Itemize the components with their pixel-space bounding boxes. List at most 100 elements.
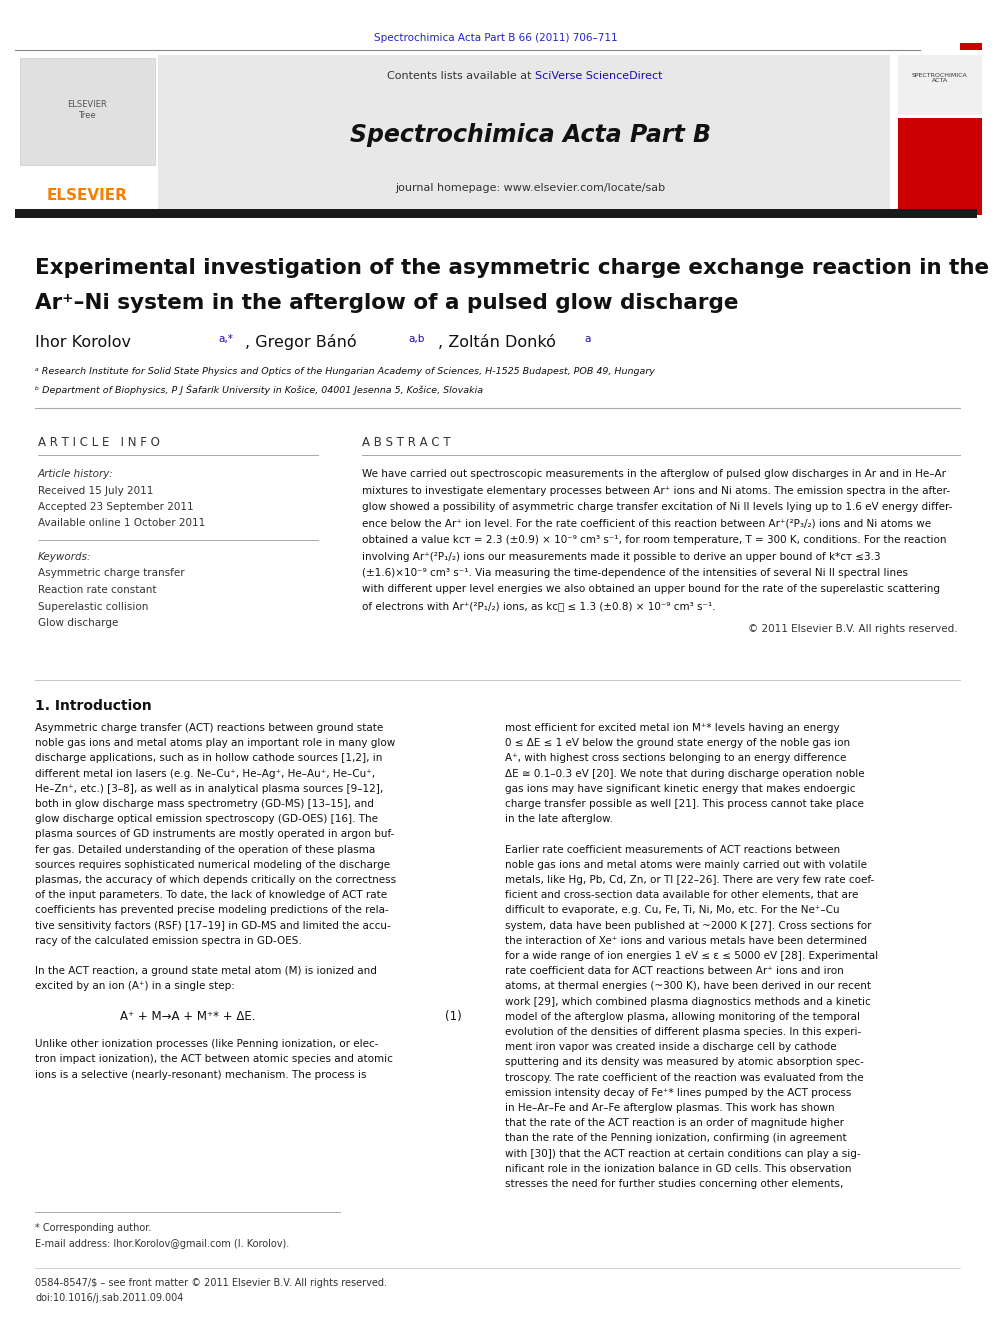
Text: rate coefficient data for ACT reactions between Ar⁺ ions and iron: rate coefficient data for ACT reactions … xyxy=(505,966,844,976)
Text: involving Ar⁺(²P₁/₂) ions our measurements made it possible to derive an upper b: involving Ar⁺(²P₁/₂) ions our measuremen… xyxy=(362,552,881,561)
Text: , Gregor Bánó: , Gregor Bánó xyxy=(245,333,362,351)
Text: work [29], which combined plasma diagnostics methods and a kinetic: work [29], which combined plasma diagnos… xyxy=(505,996,871,1007)
Text: Ihor Korolov: Ihor Korolov xyxy=(35,335,136,349)
Text: sources requires sophisticated numerical modeling of the discharge: sources requires sophisticated numerical… xyxy=(35,860,390,869)
Text: 0584-8547/$ – see front matter © 2011 Elsevier B.V. All rights reserved.: 0584-8547/$ – see front matter © 2011 El… xyxy=(35,1278,387,1289)
Text: Keywords:: Keywords: xyxy=(38,552,91,562)
Text: Experimental investigation of the asymmetric charge exchange reaction in the: Experimental investigation of the asymme… xyxy=(35,258,989,278)
Text: 1. Introduction: 1. Introduction xyxy=(35,699,152,713)
Text: than the rate of the Penning ionization, confirming (in agreement: than the rate of the Penning ionization,… xyxy=(505,1134,846,1143)
Text: evolution of the densities of different plasma species. In this experi-: evolution of the densities of different … xyxy=(505,1027,861,1037)
Text: with [30]) that the ACT reaction at certain conditions can play a sig-: with [30]) that the ACT reaction at cert… xyxy=(505,1148,861,1159)
Text: doi:10.1016/j.sab.2011.09.004: doi:10.1016/j.sab.2011.09.004 xyxy=(35,1293,184,1303)
Text: noble gas ions and metal atoms play an important role in many glow: noble gas ions and metal atoms play an i… xyxy=(35,738,395,749)
Bar xyxy=(15,56,890,216)
Bar xyxy=(20,58,155,165)
Text: different metal ion lasers (e.g. Ne–Cu⁺, He–Ag⁺, He–Au⁺, He–Cu⁺,: different metal ion lasers (e.g. Ne–Cu⁺,… xyxy=(35,769,375,779)
Text: Contents lists available at: Contents lists available at xyxy=(387,71,535,81)
Text: A R T I C L E   I N F O: A R T I C L E I N F O xyxy=(38,437,160,450)
Text: He–Zn⁺, etc.) [3–8], as well as in analytical plasma sources [9–12],: He–Zn⁺, etc.) [3–8], as well as in analy… xyxy=(35,783,383,794)
Text: journal homepage: www.elsevier.com/locate/sab: journal homepage: www.elsevier.com/locat… xyxy=(395,183,665,193)
Text: Spectrochimica Acta Part B 66 (2011) 706–711: Spectrochimica Acta Part B 66 (2011) 706… xyxy=(374,33,618,44)
Text: Earlier rate coefficient measurements of ACT reactions between: Earlier rate coefficient measurements of… xyxy=(505,844,840,855)
Text: plasmas, the accuracy of which depends critically on the correctness: plasmas, the accuracy of which depends c… xyxy=(35,875,396,885)
Text: emission intensity decay of Fe⁺* lines pumped by the ACT process: emission intensity decay of Fe⁺* lines p… xyxy=(505,1088,851,1098)
Text: a: a xyxy=(584,333,590,344)
Text: sputtering and its density was measured by atomic absorption spec-: sputtering and its density was measured … xyxy=(505,1057,864,1068)
Text: A⁺, with highest cross sections belonging to an energy difference: A⁺, with highest cross sections belongin… xyxy=(505,753,846,763)
Text: tive sensitivity factors (RSF) [17–19] in GD-MS and limited the accu-: tive sensitivity factors (RSF) [17–19] i… xyxy=(35,921,391,930)
Text: glow showed a possibility of asymmetric charge transfer excitation of Ni II leve: glow showed a possibility of asymmetric … xyxy=(362,501,952,512)
Text: Ar⁺–Ni system in the afterglow of a pulsed glow discharge: Ar⁺–Ni system in the afterglow of a puls… xyxy=(35,292,738,314)
Bar xyxy=(960,44,982,50)
Text: A B S T R A C T: A B S T R A C T xyxy=(362,437,450,450)
Text: obtained a value kᴄᴛ = 2.3 (±0.9) × 10⁻⁹ cm³ s⁻¹, for room temperature, T = 300 : obtained a value kᴄᴛ = 2.3 (±0.9) × 10⁻⁹… xyxy=(362,534,946,545)
Text: both in glow discharge mass spectrometry (GD-MS) [13–15], and: both in glow discharge mass spectrometry… xyxy=(35,799,374,808)
Text: racy of the calculated emission spectra in GD-OES.: racy of the calculated emission spectra … xyxy=(35,935,302,946)
Text: glow discharge optical emission spectroscopy (GD-OES) [16]. The: glow discharge optical emission spectros… xyxy=(35,814,378,824)
Text: stresses the need for further studies concerning other elements,: stresses the need for further studies co… xyxy=(505,1179,843,1189)
Text: ment iron vapor was created inside a discharge cell by cathode: ment iron vapor was created inside a dis… xyxy=(505,1043,836,1052)
Text: (±1.6)×10⁻⁹ cm³ s⁻¹. Via measuring the time-dependence of the intensities of sev: (±1.6)×10⁻⁹ cm³ s⁻¹. Via measuring the t… xyxy=(362,568,908,578)
Text: Glow discharge: Glow discharge xyxy=(38,618,118,628)
Text: SciVerse ScienceDirect: SciVerse ScienceDirect xyxy=(535,71,663,81)
Text: plasma sources of GD instruments are mostly operated in argon buf-: plasma sources of GD instruments are mos… xyxy=(35,830,395,839)
Text: metals, like Hg, Pb, Cd, Zn, or Tl [22–26]. There are very few rate coef-: metals, like Hg, Pb, Cd, Zn, or Tl [22–2… xyxy=(505,875,874,885)
Text: tron impact ionization), the ACT between atomic species and atomic: tron impact ionization), the ACT between… xyxy=(35,1054,393,1065)
Text: most efficient for excited metal ion M⁺* levels having an energy: most efficient for excited metal ion M⁺*… xyxy=(505,722,839,733)
Text: ᵃ Research Institute for Solid State Physics and Optics of the Hungarian Academy: ᵃ Research Institute for Solid State Phy… xyxy=(35,368,655,377)
Text: discharge applications, such as in hollow cathode sources [1,2], in: discharge applications, such as in hollo… xyxy=(35,753,382,763)
Text: excited by an ion (A⁺) in a single step:: excited by an ion (A⁺) in a single step: xyxy=(35,982,235,991)
Bar xyxy=(898,118,982,216)
Text: Accepted 23 September 2011: Accepted 23 September 2011 xyxy=(38,501,193,512)
Text: ence below the Ar⁺ ion level. For the rate coefficient of this reaction between : ence below the Ar⁺ ion level. For the ra… xyxy=(362,519,931,528)
Text: Spectrochimica Acta Part B: Spectrochimica Acta Part B xyxy=(349,123,710,147)
Text: ions is a selective (nearly-resonant) mechanism. The process is: ions is a selective (nearly-resonant) me… xyxy=(35,1069,366,1080)
Text: Article history:: Article history: xyxy=(38,468,114,479)
Text: ᵇ Department of Biophysics, P J Šafarík University in Košice, 04001 Jesenna 5, K: ᵇ Department of Biophysics, P J Šafarík … xyxy=(35,385,483,396)
Text: gas ions may have significant kinetic energy that makes endoergic: gas ions may have significant kinetic en… xyxy=(505,783,855,794)
Text: Asymmetric charge transfer (ACT) reactions between ground state: Asymmetric charge transfer (ACT) reactio… xyxy=(35,722,383,733)
Text: 0 ≤ ΔE ≤ 1 eV below the ground state energy of the noble gas ion: 0 ≤ ΔE ≤ 1 eV below the ground state ene… xyxy=(505,738,850,749)
Text: difficult to evaporate, e.g. Cu, Fe, Ti, Ni, Mo, etc. For the Ne⁺–Cu: difficult to evaporate, e.g. Cu, Fe, Ti,… xyxy=(505,905,839,916)
Text: In the ACT reaction, a ground state metal atom (M) is ionized and: In the ACT reaction, a ground state meta… xyxy=(35,966,377,976)
Text: the interaction of Xe⁺ ions and various metals have been determined: the interaction of Xe⁺ ions and various … xyxy=(505,935,867,946)
Text: * Corresponding author.: * Corresponding author. xyxy=(35,1222,152,1233)
Text: that the rate of the ACT reaction is an order of magnitude higher: that the rate of the ACT reaction is an … xyxy=(505,1118,844,1129)
Text: charge transfer possible as well [21]. This process cannot take place: charge transfer possible as well [21]. T… xyxy=(505,799,864,808)
Text: with different upper level energies we also obtained an upper bound for the rate: with different upper level energies we a… xyxy=(362,585,940,594)
Text: E-mail address: Ihor.Korolov@gmail.com (I. Korolov).: E-mail address: Ihor.Korolov@gmail.com (… xyxy=(35,1240,290,1249)
Bar xyxy=(15,56,158,216)
Text: system, data have been published at ~2000 K [27]. Cross sections for: system, data have been published at ~200… xyxy=(505,921,872,930)
Text: atoms, at thermal energies (~300 K), have been derived in our recent: atoms, at thermal energies (~300 K), hav… xyxy=(505,982,871,991)
Bar xyxy=(898,56,982,115)
Text: Reaction rate constant: Reaction rate constant xyxy=(38,585,157,595)
Text: model of the afterglow plasma, allowing monitoring of the temporal: model of the afterglow plasma, allowing … xyxy=(505,1012,860,1021)
Text: for a wide range of ion energies 1 eV ≤ ε ≤ 5000 eV [28]. Experimental: for a wide range of ion energies 1 eV ≤ … xyxy=(505,951,878,960)
Text: of electrons with Ar⁺(²P₁/₂) ions, as kᴄᴤ ≤ 1.3 (±0.8) × 10⁻⁹ cm³ s⁻¹.: of electrons with Ar⁺(²P₁/₂) ions, as kᴄ… xyxy=(362,601,715,611)
Text: ΔE ≅ 0.1–0.3 eV [20]. We note that during discharge operation noble: ΔE ≅ 0.1–0.3 eV [20]. We note that durin… xyxy=(505,769,865,779)
Text: in the late afterglow.: in the late afterglow. xyxy=(505,814,613,824)
Text: ficient and cross-section data available for other elements, that are: ficient and cross-section data available… xyxy=(505,890,858,900)
Text: fer gas. Detailed understanding of the operation of these plasma: fer gas. Detailed understanding of the o… xyxy=(35,844,375,855)
Text: ELSEVIER
Tree: ELSEVIER Tree xyxy=(67,101,107,119)
Text: © 2011 Elsevier B.V. All rights reserved.: © 2011 Elsevier B.V. All rights reserved… xyxy=(748,623,958,634)
Text: Available online 1 October 2011: Available online 1 October 2011 xyxy=(38,519,205,528)
Text: A⁺ + M→A + M⁺* + ΔE.: A⁺ + M→A + M⁺* + ΔE. xyxy=(120,1011,256,1023)
Text: (1): (1) xyxy=(445,1011,462,1023)
Text: mixtures to investigate elementary processes between Ar⁺ ions and Ni atoms. The : mixtures to investigate elementary proce… xyxy=(362,486,950,496)
Text: a,b: a,b xyxy=(408,333,425,344)
Text: SPECTROCHIMICA
ACTA: SPECTROCHIMICA ACTA xyxy=(912,73,968,83)
Text: Superelastic collision: Superelastic collision xyxy=(38,602,149,611)
Text: ELSEVIER: ELSEVIER xyxy=(47,188,127,202)
Text: nificant role in the ionization balance in GD cells. This observation: nificant role in the ionization balance … xyxy=(505,1164,851,1174)
Text: troscopy. The rate coefficient of the reaction was evaluated from the: troscopy. The rate coefficient of the re… xyxy=(505,1073,864,1082)
Text: , Zoltán Donkó: , Zoltán Donkó xyxy=(438,335,561,349)
Text: Unlike other ionization processes (like Penning ionization, or elec-: Unlike other ionization processes (like … xyxy=(35,1039,379,1049)
Text: Received 15 July 2011: Received 15 July 2011 xyxy=(38,486,154,496)
Text: of the input parameters. To date, the lack of knowledge of ACT rate: of the input parameters. To date, the la… xyxy=(35,890,387,900)
Text: Asymmetric charge transfer: Asymmetric charge transfer xyxy=(38,569,185,578)
Text: We have carried out spectroscopic measurements in the afterglow of pulsed glow d: We have carried out spectroscopic measur… xyxy=(362,468,946,479)
Text: coefficients has prevented precise modeling predictions of the rela-: coefficients has prevented precise model… xyxy=(35,905,389,916)
Text: a,*: a,* xyxy=(218,333,233,344)
